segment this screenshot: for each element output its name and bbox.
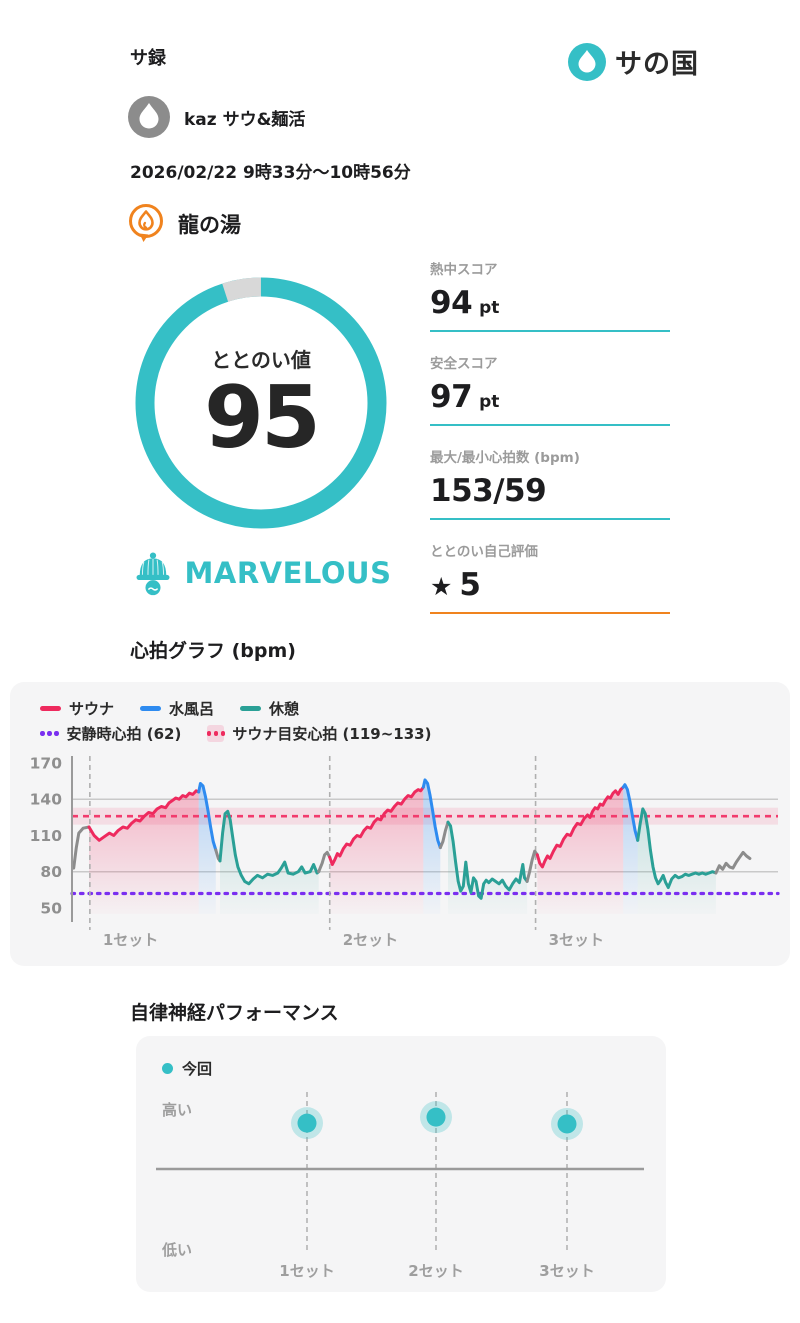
stat-value: 153/59 [430,473,547,509]
stat-self-rating: ととのい自己評価 ★ 5 [430,540,670,614]
svg-text:80: 80 [40,863,62,881]
avatar [128,96,170,138]
stat-label: 熱中スコア [430,262,498,278]
hr-chart-legend: サウナ 水風呂 休憩 安静時心拍 (62) サウナ目安心拍 (119~133) [40,698,431,744]
totonoi-label: ととのい値 [211,348,311,372]
stat-underline [430,612,670,614]
stat-label: ととのい自己評価 [430,544,538,560]
page-title: サ録 [130,48,166,69]
legend-label: 水風呂 [169,700,215,718]
svg-text:3セット: 3セット [539,1262,594,1280]
heart-rate-chart: 1セット 2セット 3セット 170 140 110 80 50 [30,755,780,949]
ans-chart-title: 自律神経パフォーマンス [130,1002,339,1024]
stat-underline [430,330,670,332]
svg-text:110: 110 [30,827,63,845]
rating-text: MARVELOUS [184,556,392,590]
hr-chart-title: 心拍グラフ (bpm) [130,640,296,662]
totonoi-gauge: ととのい値 95 [130,272,392,534]
pink-band-marker [206,725,226,742]
gauge-ring [135,277,387,529]
svg-text:2セット: 2セット [343,931,398,949]
user-name: kaz サウ&麺活 [184,109,306,130]
ans-chart-legend: 今回 [162,1058,212,1079]
svg-text:140: 140 [30,791,63,809]
cold-line-marker [140,706,162,711]
svg-text:1セット: 1セット [279,1262,334,1280]
star-icon: ★ [430,572,453,601]
svg-text:170: 170 [30,755,63,773]
legend-cold-bath: 水風呂 [140,698,214,719]
svg-text:2セット: 2セット [408,1262,463,1280]
teal-dot-marker [162,1063,173,1074]
stat-safety-score: 安全スコア 97 pt [430,352,670,426]
sauna-hat-icon [136,552,170,596]
svg-text:低い: 低い [161,1241,192,1259]
stat-underline [430,424,670,426]
legend-label: 安静時心拍 (62) [66,725,182,743]
legend-sauna-target-hr: サウナ目安心拍 (119~133) [206,723,432,744]
session-datetime: 2026/02/22 9時33分〜10時56分 [130,163,411,183]
legend-label: サウナ目安心拍 (119~133) [232,725,432,743]
stat-heat-score: 熱中スコア 94 pt [430,258,670,332]
stat-value: 5 [459,567,481,603]
rating-row: MARVELOUS [122,550,400,596]
stat-unit: pt [479,392,500,412]
svg-text:1セット: 1セット [103,931,158,949]
legend-sauna: サウナ [40,698,114,719]
rest-line-marker [240,706,262,711]
legend-label: サウナ [69,700,115,718]
facility-flame-pin-icon [129,204,163,242]
sauna-line-marker [40,706,61,711]
stat-label: 最大/最小心拍数 (bpm) [430,450,580,466]
brand-droplet-icon [568,42,606,81]
svg-text:50: 50 [40,899,62,917]
ans-chart-card: 今回 高い低い 1セット 2セット 3セット [136,1036,666,1292]
legend-rest: 休憩 [240,698,299,719]
stat-label: 安全スコア [430,356,498,372]
facility-name: 龍の湯 [178,213,241,237]
stat-underline [430,518,670,520]
svg-text:高い: 高い [162,1101,192,1119]
legend-label: 休憩 [269,700,300,718]
hr-chart-card: サウナ 水風呂 休憩 安静時心拍 (62) サウナ目安心拍 (119~133) … [10,682,790,966]
brand-logo: サの国 [568,42,699,81]
svg-text:3セット: 3セット [549,931,604,949]
user-row: kaz サウ&麺活 [128,96,305,138]
legend-resting-hr: 安静時心拍 (62) [40,723,181,744]
facility-row: 龍の湯 [126,202,241,246]
stat-unit: pt [479,298,500,318]
dotted-purple-marker [40,731,59,736]
stat-value: 97 [430,379,473,415]
totonoi-value: 95 [204,368,321,468]
legend-label: 今回 [182,1060,213,1078]
stat-max-min-hr: 最大/最小心拍数 (bpm) 153/59 [430,446,670,520]
stat-value: 94 [430,285,473,321]
brand-logo-text: サの国 [615,49,699,80]
